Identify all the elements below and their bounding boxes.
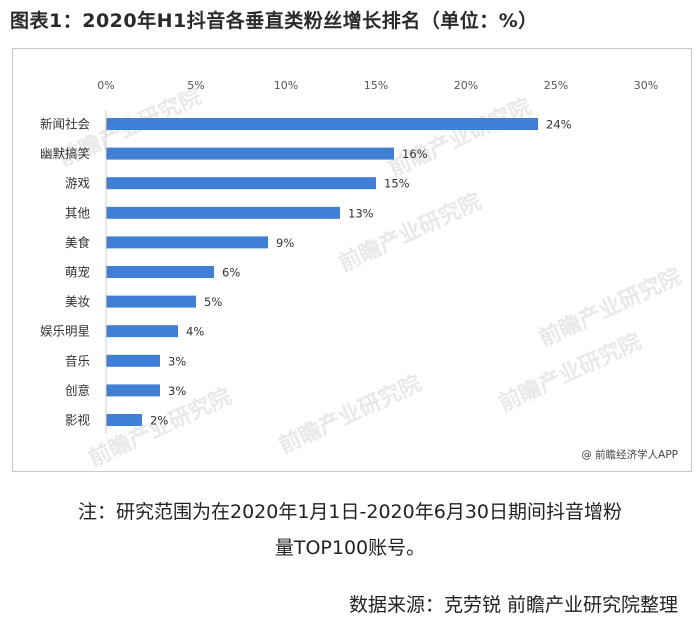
bar <box>106 384 160 397</box>
bar <box>106 118 538 130</box>
watermark-text: 前瞻产业研究院 <box>495 328 646 417</box>
chart-frame: 前瞻产业研究院 前瞻产业研究院 前瞻产业研究院 前瞻产业研究院 前瞻产业研究院 前瞻产业研… <box>12 48 692 472</box>
category-label: 其他 <box>65 205 91 220</box>
category-label: 幽默搞笑 <box>40 146 90 161</box>
footnote-line-1: 注：研究范围为在2020年1月1日-2020年6月30日期间抖音增粉 <box>77 501 622 523</box>
value-label: 24% <box>546 118 572 132</box>
bar <box>106 414 142 426</box>
value-label: 3% <box>168 384 186 398</box>
data-source: 数据来源：克劳锐 前瞻产业研究院整理 <box>348 594 678 616</box>
watermark-text: 前瞻产业研究院 <box>535 263 686 352</box>
value-label: 15% <box>384 177 410 191</box>
x-tick-label: 0% <box>97 79 114 92</box>
category-label: 影视 <box>65 413 91 428</box>
bar <box>106 325 178 338</box>
chart-credit: @ 前瞻经济学人APP <box>581 448 678 461</box>
chart-title: 图表1：2020年H1抖音各垂直类粉丝增长排名（单位：%） <box>10 10 538 32</box>
x-tick-label: 20% <box>454 79 478 92</box>
category-label: 新闻社会 <box>40 117 91 132</box>
value-label: 9% <box>276 236 294 250</box>
value-label: 6% <box>222 266 240 280</box>
bar <box>106 177 376 190</box>
x-tick-label: 5% <box>187 79 204 92</box>
value-label: 16% <box>402 147 428 161</box>
value-label: 13% <box>348 206 374 220</box>
category-label: 音乐 <box>65 353 90 368</box>
bar <box>106 295 196 308</box>
watermark-text: 前瞻产业研究院 <box>275 370 426 459</box>
value-label: 5% <box>204 295 222 309</box>
category-label: 萌宠 <box>65 265 90 280</box>
x-tick-label: 15% <box>364 79 388 92</box>
bar <box>106 236 268 249</box>
bar <box>106 147 394 160</box>
watermark-text: 前瞻产业研究院 <box>385 93 536 182</box>
category-label: 美妆 <box>65 294 90 309</box>
value-label: 2% <box>150 414 168 428</box>
x-tick-label: 10% <box>274 79 298 92</box>
footnote-line-2: 量TOP100账号。 <box>274 537 426 559</box>
x-tick-label: 25% <box>544 79 568 92</box>
category-label: 娱乐明星 <box>40 324 90 339</box>
bar <box>106 266 214 278</box>
bar <box>106 354 160 367</box>
category-label: 美食 <box>65 235 91 250</box>
category-label: 创意 <box>65 383 90 398</box>
watermark-text: 前瞻产业研究院 <box>335 188 486 277</box>
footnote: 注：研究范围为在2020年1月1日-2020年6月30日期间抖音增粉 量TOP1… <box>0 494 700 566</box>
category-label: 游戏 <box>65 176 90 191</box>
x-tick-label: 30% <box>634 79 658 92</box>
value-label: 3% <box>168 354 186 368</box>
bar <box>106 206 340 219</box>
value-label: 4% <box>186 325 204 339</box>
